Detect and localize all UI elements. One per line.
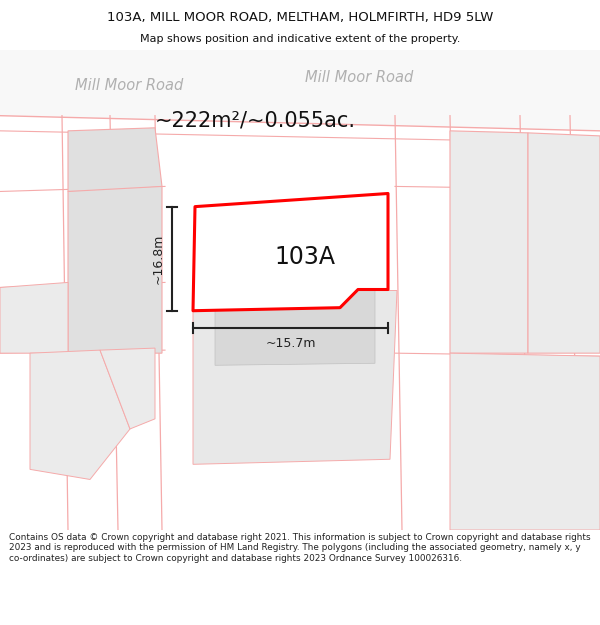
Text: ~222m²/~0.055ac.: ~222m²/~0.055ac. [155,111,355,131]
Polygon shape [68,127,162,191]
Polygon shape [0,282,68,353]
Text: 103A, MILL MOOR ROAD, MELTHAM, HOLMFIRTH, HD9 5LW: 103A, MILL MOOR ROAD, MELTHAM, HOLMFIRTH… [107,11,493,24]
Text: ~15.7m: ~15.7m [265,336,316,349]
Text: Mill Moor Road: Mill Moor Road [75,78,183,93]
Text: Contains OS data © Crown copyright and database right 2021. This information is : Contains OS data © Crown copyright and d… [9,533,590,563]
Polygon shape [450,131,528,353]
Polygon shape [215,217,375,365]
Polygon shape [100,348,155,429]
Text: Map shows position and indicative extent of the property.: Map shows position and indicative extent… [140,34,460,44]
Polygon shape [193,291,397,464]
Polygon shape [68,186,162,353]
Text: Mill Moor Road: Mill Moor Road [305,70,413,85]
Text: 103A: 103A [275,245,335,269]
Polygon shape [30,350,130,479]
Polygon shape [450,353,600,530]
Polygon shape [528,133,600,353]
Text: ~16.8m: ~16.8m [151,234,164,284]
Polygon shape [193,194,388,311]
Polygon shape [0,50,600,131]
